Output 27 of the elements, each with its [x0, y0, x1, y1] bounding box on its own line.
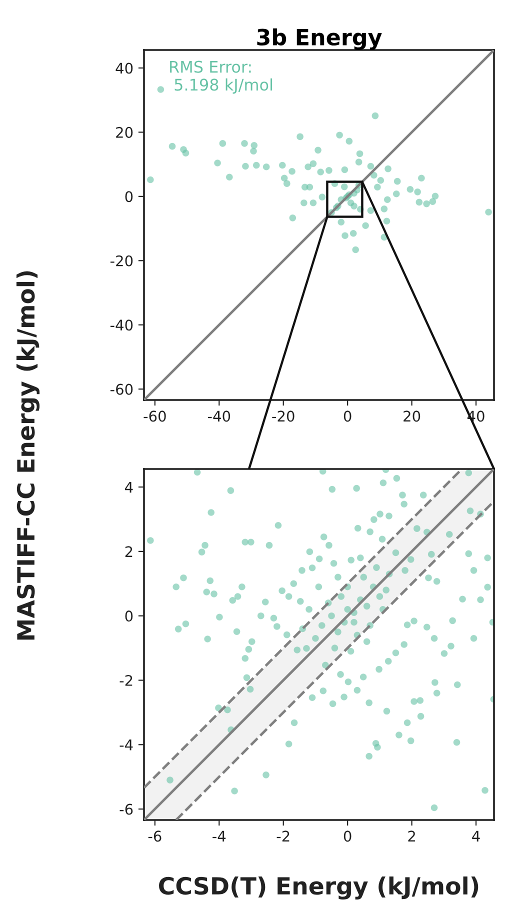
x-tick-label: 0	[344, 830, 352, 842]
y-axis-title: MASTIFF-CC Energy (kJ/mol)	[16, 271, 40, 640]
x-tick-label: 4	[472, 830, 480, 842]
y-tick-label: -6	[120, 804, 133, 815]
y-tick-label: 4	[125, 482, 133, 493]
chart-title: 3b Energy	[257, 28, 382, 50]
y-tick-label: -2	[120, 674, 132, 686]
y-tick-label: 2	[125, 546, 132, 557]
x-tick-label: -60	[144, 410, 166, 422]
y-tick-label: -20	[110, 255, 133, 266]
y-tick-label: 0	[125, 610, 133, 622]
x-tick-label: -4	[212, 830, 226, 842]
x-tick-label: -2	[276, 830, 290, 842]
x-tick-label: -20	[272, 410, 294, 422]
y-tick-label: -40	[110, 320, 133, 331]
x-tick-label: 2	[408, 830, 415, 842]
annotation: RMS Error: 5.198 kJ/mol	[170, 60, 272, 94]
y-tick-label: -60	[110, 384, 133, 395]
y-tick-label: -4	[120, 740, 133, 750]
y-tick-label: 40	[116, 62, 133, 74]
x-tick-label: 20	[404, 410, 420, 422]
y-tick-label: 20	[116, 126, 133, 138]
x-axis-title: CCSD(T) Energy (kJ/mol)	[159, 876, 478, 900]
x-tick-label: 0	[344, 410, 352, 422]
y-tick-label: 0	[125, 191, 133, 202]
x-tick-label: -40	[208, 410, 230, 422]
x-tick-label: -6	[148, 830, 162, 842]
